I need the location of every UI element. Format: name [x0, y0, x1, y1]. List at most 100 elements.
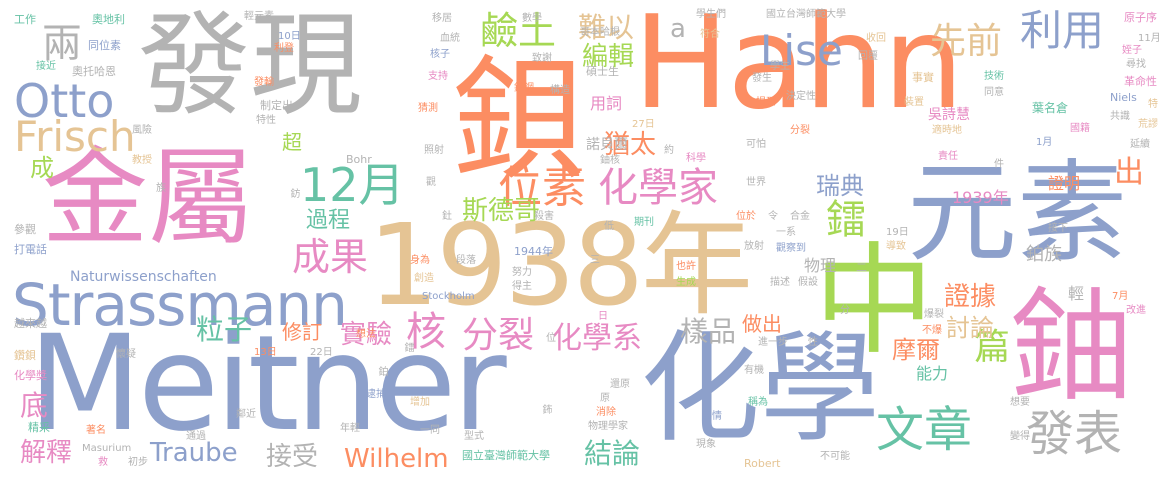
word-tongyi: 同意	[984, 87, 1004, 98]
word-yongci: 用詞	[590, 94, 623, 113]
word-yanshi: 鹼土	[480, 9, 557, 53]
word-deizhu: 得主	[512, 281, 532, 292]
word-huaxuejiang: 化學獎	[14, 369, 47, 382]
word-fu-v: 鈽	[540, 404, 551, 414]
word-yiju: 移居	[432, 13, 452, 24]
word-canguan: 參觀	[14, 223, 36, 236]
word-beibei: 鑽鋇	[14, 349, 36, 362]
word-strassmann: Strassmann	[12, 271, 348, 339]
word-niels: Niels	[1110, 91, 1137, 104]
word-lei: 鐳	[826, 197, 866, 243]
word-dadianhua: 打電話	[14, 243, 47, 256]
word-he: 核	[406, 309, 446, 355]
word-jiejin: 接近	[36, 61, 56, 72]
word-gebenhagen: 哥本哈根	[580, 27, 620, 38]
word-jinshu: 金屬	[42, 137, 254, 260]
word-meitner: Meitner	[28, 307, 507, 461]
word-zhao: 釷	[442, 211, 452, 222]
word-nuli: 努力	[512, 267, 532, 278]
word-xunzhao: 尋找	[1126, 59, 1146, 70]
word-nanyi: 難以	[578, 11, 635, 44]
word-wei: 位	[546, 333, 556, 344]
word-xianqian: 先前	[930, 21, 1003, 62]
word-juedingxing: 決定性	[786, 91, 816, 102]
word-yexu: 也許	[676, 261, 696, 272]
word-a: a	[670, 14, 686, 44]
word-fuhe: 符合	[700, 29, 720, 40]
word-cheng: 成	[30, 154, 54, 182]
word-pian: 篇	[974, 327, 1011, 368]
word-fenlie: 分裂	[462, 315, 535, 356]
word-zhong: 中	[814, 232, 934, 371]
word-huanyuan: 還原	[610, 379, 630, 390]
word-lei2-v: 鐳	[402, 342, 413, 352]
word-bohr: Bohr	[346, 153, 372, 166]
word-caice: 猜測	[418, 103, 438, 114]
word-fasheng: 發生	[752, 73, 772, 84]
word-youhe: 鈾核	[600, 155, 620, 166]
word-qiegu: 發輸	[254, 77, 274, 88]
word-liang: 兩	[42, 21, 82, 67]
word-huifu: 回覆	[858, 51, 878, 62]
word-jieshi: 解釋	[20, 438, 73, 468]
word-qikan: 期刊	[634, 217, 654, 228]
word-zhengming: 證明	[1048, 174, 1081, 193]
word-yuan: 原	[600, 393, 610, 404]
word-1938: 1938年	[368, 201, 753, 331]
word-d22: 22日	[310, 347, 333, 358]
word-yuanzi: 原子序	[1124, 11, 1157, 24]
word-nianqing: 年輕	[340, 423, 360, 434]
word-er: 二	[856, 261, 867, 274]
word-xiangyao: 想要	[1010, 397, 1030, 408]
word-baolie: 爆裂	[924, 309, 944, 320]
word-zhichi: 支持	[428, 71, 448, 82]
word-wenzhang: 文章	[876, 402, 973, 458]
word-guocheng: 過程	[306, 208, 351, 233]
word-fen: 分	[840, 305, 850, 316]
word-zhuming: 著名	[86, 425, 106, 436]
word-huangmiu: 荒謬	[1138, 119, 1158, 130]
word-otto: Otto	[14, 74, 115, 128]
word-fabiao: 發表	[1026, 406, 1123, 462]
word-gongzi-wuli2: 物理學家	[588, 421, 628, 432]
word-zhengju: 證據	[944, 282, 997, 312]
word-gongshi: 共識	[1110, 111, 1130, 122]
word-gongzuo: 工作	[14, 13, 36, 26]
word-yiji: 一系	[776, 227, 796, 238]
word-bozu: 鉑族	[1026, 244, 1062, 265]
word-frisch: Frisch	[14, 112, 136, 161]
word-texing: 特性	[256, 115, 276, 126]
word-shengcheng: 生成	[676, 277, 696, 288]
word-di-low: 低	[604, 221, 614, 232]
word-you: 鈾	[1010, 276, 1132, 418]
word-lise: Lise	[760, 26, 843, 75]
word-jiaoshou: 教授	[132, 155, 152, 166]
word-jiu: 救	[98, 457, 108, 468]
word-tongguo: 通過	[186, 431, 206, 442]
word-jiashe: 假設	[798, 277, 818, 288]
word-sidege: 斯德哥	[462, 196, 541, 226]
word-xiuding: 修訂	[282, 320, 322, 344]
word-youji: 有機	[744, 365, 764, 376]
word-hezi: 核子	[430, 49, 450, 60]
word-gouzao: 構造	[550, 85, 570, 96]
word-shishi: 事實	[912, 71, 934, 84]
word-san: 三	[590, 255, 600, 266]
word-d13: 13日	[254, 347, 277, 358]
word-xiaochu: 消除	[596, 407, 616, 418]
word-ri: 日	[598, 311, 608, 322]
word-geming: 革命性	[1124, 75, 1157, 88]
word-jielun: 結論	[584, 437, 641, 470]
word-naturwiss: Naturwissenschaften	[70, 269, 217, 285]
word-tieban: 鉑鋼	[514, 83, 534, 94]
word-nuobeier: 諾貝爾	[586, 137, 628, 153]
word-chu: 出	[1114, 155, 1144, 190]
word-xing: 性	[808, 337, 818, 348]
word-jie: 件	[994, 159, 1004, 170]
word-huaxuejia: 化學家	[598, 165, 718, 211]
word-zhuangzhi: 裝置	[904, 97, 924, 108]
word-daibu: 逮捕	[366, 389, 386, 400]
word-shoucheng: 收回	[866, 33, 886, 44]
word-d10: 10日	[278, 31, 301, 42]
word-tidao: 提到	[756, 97, 776, 108]
